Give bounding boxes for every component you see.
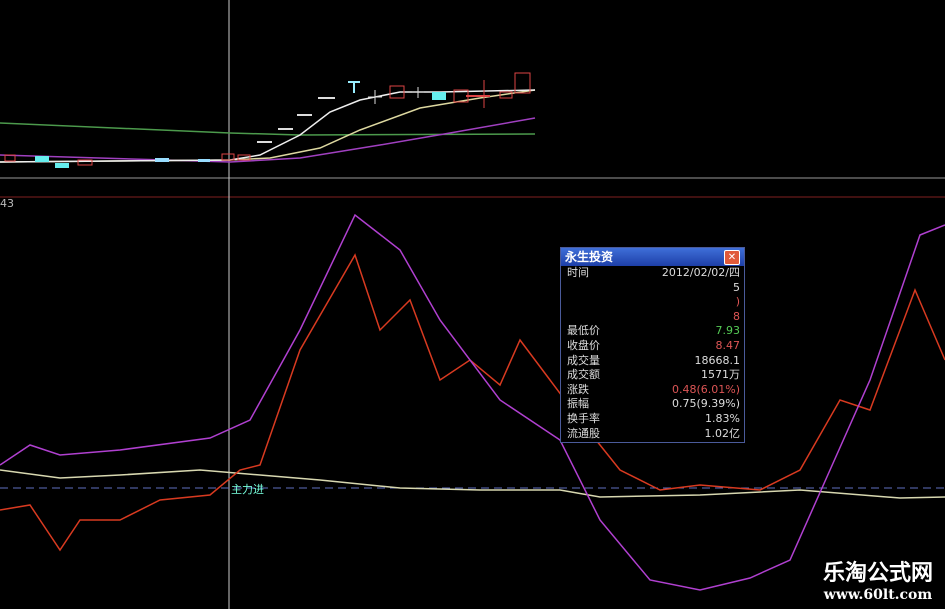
- popup-row: 5: [561, 281, 744, 296]
- row-label: 时间: [567, 266, 589, 279]
- row-label: 涨跌: [567, 382, 589, 396]
- ma-long-line: [0, 122, 536, 136]
- row-label: 成交量: [567, 353, 600, 367]
- row-value: 18668.1: [694, 353, 741, 367]
- ma-mid-line: [0, 89, 536, 163]
- popup-title-bar[interactable]: 永生投资 ✕: [561, 248, 744, 266]
- row-value: 8.47: [715, 338, 741, 352]
- row-value: 7.93: [715, 324, 741, 338]
- popup-row: 时间 2012/02/02/四: [561, 266, 744, 281]
- row-value: ): [735, 295, 740, 309]
- signal-label: 主力进: [231, 483, 264, 496]
- watermark-url: www.60lt.com: [823, 587, 933, 603]
- indicator-white-line: [0, 469, 945, 499]
- row-value: 2012/02/02/四: [661, 266, 740, 279]
- row-value: 1.83%: [705, 411, 740, 425]
- ma-short-line: [0, 89, 536, 163]
- indicator-red-line: [0, 253, 945, 552]
- row-value: 5: [733, 280, 740, 294]
- indicator-purple-line: [0, 213, 945, 591]
- popup-row: 涨跌 0.48(6.01%): [561, 383, 744, 398]
- popup-title: 永生投资: [565, 250, 614, 264]
- watermark-name: 乐淘公式网: [822, 560, 933, 586]
- row-value: 8: [733, 309, 740, 323]
- popup-row: 振幅 0.75(9.39%): [561, 397, 744, 412]
- popup-row: 成交额 1571万: [561, 368, 744, 383]
- row-label: 成交额: [567, 368, 600, 382]
- candlesticks: [4, 72, 531, 168]
- row-label: 收盘价: [567, 338, 600, 352]
- popup-row: ): [561, 295, 744, 310]
- popup-row: 换手率 1.83%: [561, 412, 744, 427]
- row-label: 换手率: [567, 411, 600, 425]
- row-label: 流通股: [567, 426, 600, 440]
- close-icon[interactable]: ✕: [724, 250, 740, 265]
- popup-row: 最低价 7.93: [561, 324, 744, 339]
- popup-row: 8: [561, 310, 744, 325]
- row-value: 0.48(6.01%): [671, 382, 740, 396]
- popup-row: 流通股 1.02亿: [561, 427, 744, 442]
- popup-rows: 时间 2012/02/02/四 5) 8 最低价 7.93 收盘价 8.47 成交量 18668.…: [561, 266, 744, 441]
- watermark: 乐淘公式网 www.60lt.com: [823, 555, 933, 603]
- popup-row: 成交量 18668.1: [561, 354, 744, 369]
- popup-row: 收盘价 8.47: [561, 339, 744, 354]
- ma-purple-line: [0, 117, 536, 163]
- row-value: 1.02亿: [704, 426, 741, 440]
- row-value: 0.75(9.39%): [671, 397, 740, 411]
- info-popup[interactable]: 永生投资 ✕ 时间 2012/02/02/四 5) 8 最低价 7.93 收盘价 8.47 成交…: [560, 247, 745, 443]
- row-label: 振幅: [567, 397, 589, 411]
- indicator-value-label: 43: [0, 197, 14, 210]
- row-label: 最低价: [567, 324, 600, 338]
- row-value: 1571万: [701, 368, 740, 382]
